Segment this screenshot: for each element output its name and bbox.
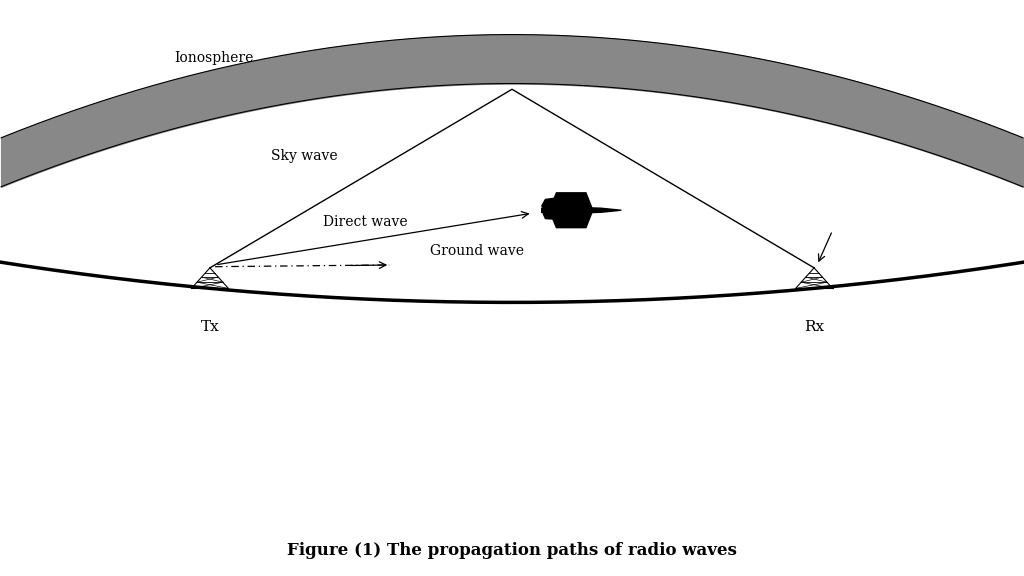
- Polygon shape: [551, 193, 592, 208]
- Text: Figure (1) The propagation paths of radio waves: Figure (1) The propagation paths of radi…: [287, 541, 737, 559]
- Text: Rx: Rx: [804, 320, 824, 334]
- Polygon shape: [542, 207, 622, 214]
- Text: Ionosphere: Ionosphere: [174, 51, 254, 65]
- Text: Tx: Tx: [201, 320, 219, 334]
- Polygon shape: [543, 201, 558, 208]
- Polygon shape: [542, 198, 558, 207]
- Text: Sky wave: Sky wave: [271, 149, 338, 162]
- Polygon shape: [543, 213, 558, 219]
- Text: Direct wave: Direct wave: [323, 215, 408, 229]
- Polygon shape: [551, 213, 592, 228]
- Text: Ground wave: Ground wave: [430, 244, 524, 257]
